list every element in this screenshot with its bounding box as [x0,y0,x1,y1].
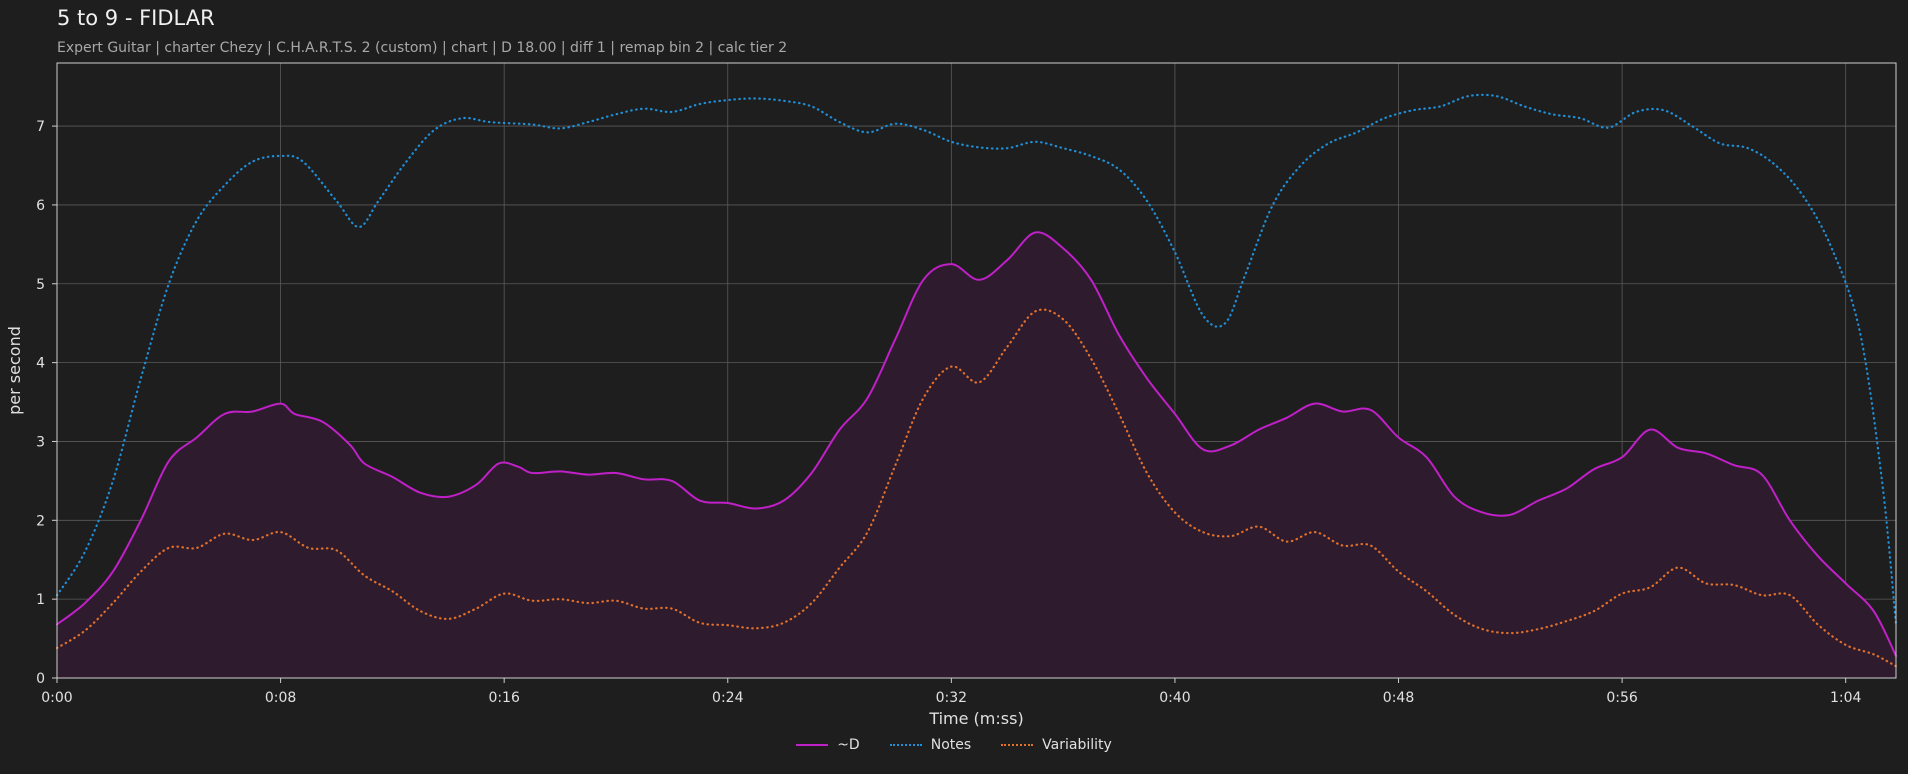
y-tick-label: 2 [36,513,45,529]
y-axis-label: per second [5,326,24,415]
series-notes-line [55,93,1898,626]
legend: ~D Notes Variability [0,737,1908,753]
y-tick-label: 3 [36,434,45,450]
y-tick-label: 4 [36,356,45,372]
legend-item-notes[interactable]: Notes [889,737,972,753]
y-tick-label: 6 [36,198,45,214]
series-lines [55,93,1898,668]
line-chart: 0:00 0:08 0:16 0:24 0:32 0:40 0:48 0:56 1:04 0 1 2 3… [5,62,1898,728]
series-d-line [56,231,1897,657]
legend-swatch-variability [1001,744,1034,746]
legend-label-notes: Notes [930,737,972,753]
x-tick-label: 0:48 [1383,690,1414,706]
chart-subtitle: Expert Guitar | charter Chezy | C.H.A.R.… [57,40,788,56]
x-tick-label: 0:40 [1159,690,1190,706]
series-d-area [57,232,1896,678]
y-tick-label: 5 [36,277,45,293]
x-tick-label: 0:16 [488,690,520,706]
x-axis-label: Time (m:ss) [928,709,1023,728]
legend-swatch-d [796,744,829,746]
y-tick-label: 7 [36,119,45,135]
legend-label-d: ~D [837,737,860,753]
legend-swatch-notes [889,744,922,746]
legend-label-variability: Variability [1042,737,1112,753]
x-tick-label: 1:04 [1830,690,1862,706]
x-tick-label: 0:24 [712,690,744,706]
series-variability-line [55,308,1898,668]
x-tick-label: 0:08 [265,690,296,706]
x-tick-label: 0:56 [1606,690,1638,706]
plot-frame [56,62,1897,679]
chart-title: 5 to 9 - FIDLAR [57,6,215,30]
y-tick-label: 1 [36,592,45,608]
axis-ticks: 0:00 0:08 0:16 0:24 0:32 0:40 0:48 0:56 1:04 0 1 2 3… [36,119,1861,706]
x-tick-label: 0:00 [41,690,72,706]
legend-item-d[interactable]: ~D [796,737,860,753]
y-tick-label: 0 [36,671,45,687]
d-area-fill [57,232,1896,678]
x-tick-label: 0:32 [936,690,967,706]
legend-item-variability[interactable]: Variability [1001,737,1112,753]
